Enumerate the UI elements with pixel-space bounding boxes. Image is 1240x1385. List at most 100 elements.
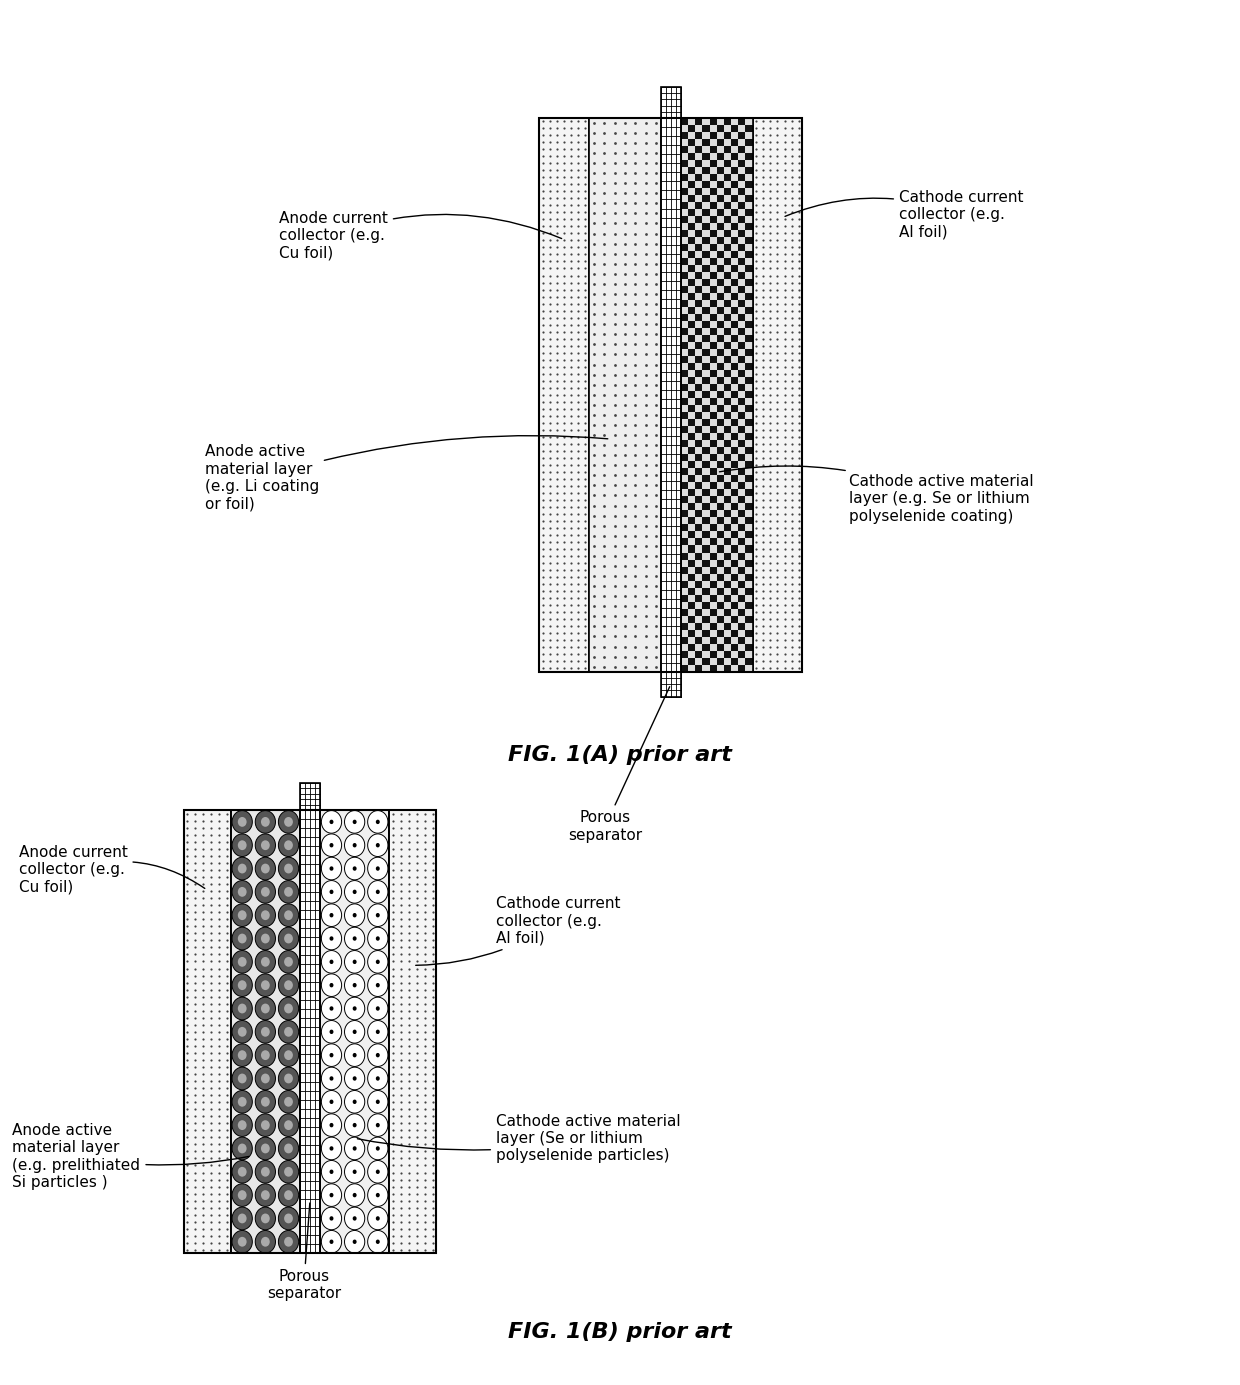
- Point: [562, 363, 582, 385]
- Point: [615, 303, 635, 325]
- Bar: [696, 125, 702, 132]
- Point: [541, 601, 560, 623]
- Point: [746, 125, 766, 147]
- Circle shape: [279, 881, 299, 903]
- Point: [568, 342, 588, 364]
- Bar: [696, 159, 702, 166]
- Bar: [738, 258, 745, 265]
- Point: [625, 454, 645, 476]
- Bar: [681, 546, 688, 553]
- Circle shape: [279, 1230, 299, 1253]
- Point: [568, 132, 588, 154]
- Point: [383, 909, 403, 931]
- Point: [177, 1062, 197, 1084]
- Point: [547, 425, 567, 447]
- Point: [392, 810, 412, 832]
- Point: [746, 349, 766, 371]
- Point: [177, 993, 197, 1015]
- Point: [208, 1155, 228, 1177]
- Point: [781, 404, 801, 427]
- Bar: [724, 230, 732, 237]
- Point: [646, 615, 666, 637]
- Point: [217, 810, 237, 832]
- Point: [554, 418, 574, 440]
- Point: [547, 327, 567, 349]
- Point: [594, 535, 614, 557]
- Point: [423, 1014, 443, 1036]
- Circle shape: [352, 1240, 357, 1244]
- Point: [646, 464, 666, 486]
- Circle shape: [255, 1161, 275, 1183]
- Point: [193, 1224, 213, 1246]
- Point: [605, 544, 625, 566]
- Point: [407, 1183, 427, 1205]
- Point: [746, 201, 766, 223]
- Point: [789, 370, 808, 392]
- Point: [646, 636, 666, 658]
- Point: [575, 313, 595, 335]
- Point: [781, 615, 801, 637]
- Point: [636, 233, 656, 255]
- Bar: [745, 525, 753, 532]
- Bar: [709, 608, 717, 615]
- Point: [584, 544, 604, 566]
- Point: [636, 193, 656, 215]
- Point: [208, 1119, 228, 1141]
- Point: [533, 643, 553, 665]
- Bar: [661, 118, 681, 672]
- Point: [584, 303, 604, 325]
- Point: [193, 1007, 213, 1029]
- Bar: [745, 159, 753, 166]
- Point: [789, 615, 808, 637]
- Point: [201, 1133, 221, 1155]
- Point: [383, 810, 403, 832]
- Point: [533, 573, 553, 596]
- Bar: [724, 216, 732, 223]
- Bar: [681, 125, 688, 132]
- Point: [383, 1112, 403, 1134]
- Point: [754, 425, 774, 447]
- Point: [177, 986, 197, 1008]
- Bar: [709, 363, 717, 370]
- Point: [554, 173, 574, 195]
- Point: [575, 530, 595, 553]
- Point: [562, 397, 582, 420]
- Point: [201, 1098, 221, 1120]
- Point: [562, 553, 582, 575]
- Point: [615, 141, 635, 163]
- Point: [605, 263, 625, 285]
- Circle shape: [260, 910, 270, 920]
- Point: [554, 560, 574, 582]
- Bar: [702, 307, 709, 314]
- Point: [746, 440, 766, 463]
- Point: [781, 370, 801, 392]
- Circle shape: [368, 1021, 388, 1043]
- Point: [407, 803, 427, 825]
- Point: [201, 964, 221, 986]
- Point: [594, 645, 614, 668]
- Bar: [745, 138, 753, 145]
- Point: [636, 584, 656, 607]
- Point: [646, 223, 666, 245]
- Point: [568, 404, 588, 427]
- Point: [615, 445, 635, 467]
- Point: [575, 608, 595, 630]
- Point: [636, 132, 656, 154]
- Point: [768, 594, 787, 616]
- Point: [625, 605, 645, 627]
- Bar: [709, 258, 717, 265]
- Point: [575, 145, 595, 168]
- Circle shape: [352, 867, 357, 871]
- Point: [625, 183, 645, 205]
- Bar: [745, 328, 753, 335]
- Point: [760, 418, 780, 440]
- Point: [789, 461, 808, 483]
- Bar: [732, 630, 738, 637]
- Circle shape: [279, 1208, 299, 1230]
- Point: [208, 936, 228, 958]
- Bar: [681, 496, 688, 503]
- Bar: [745, 145, 753, 152]
- Point: [208, 838, 228, 860]
- Bar: [688, 223, 696, 230]
- Bar: [717, 342, 724, 349]
